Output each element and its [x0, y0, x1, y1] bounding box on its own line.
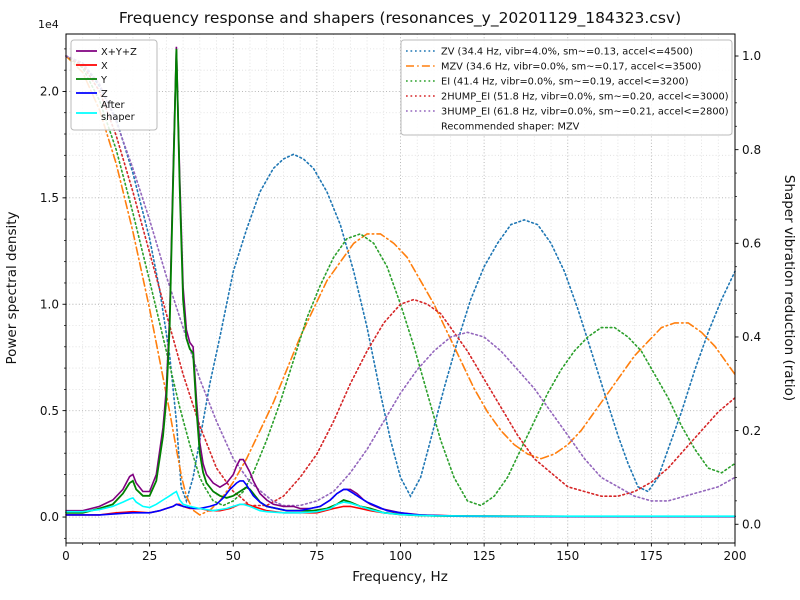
x-tick-label: 25 [142, 549, 157, 563]
legend-psd-label: After [101, 100, 125, 111]
left-y-axis-label: Power spectral density [4, 211, 20, 364]
x-tick-label: 75 [309, 549, 324, 563]
legend-shaper-label: ZV (34.4 Hz, vibr=4.0%, sm~=0.13, accel<… [441, 47, 693, 58]
legend-shapers-box [400, 39, 733, 136]
x-tick-label: 50 [226, 549, 241, 563]
left-y-tick-label: 1.5 [40, 191, 59, 205]
psd-curves [65, 46, 736, 518]
left-y-tick-label: 1.0 [40, 297, 59, 311]
right-y-tick-label: 1.0 [742, 49, 761, 63]
legend-psd-box [70, 39, 158, 131]
series-z [65, 480, 736, 518]
right-y-tick-label: 0.8 [742, 143, 761, 157]
recommended-shaper-note: Recommended shaper: MZV [441, 122, 580, 133]
legend-psd-label: shaper [101, 112, 136, 123]
legend-psd-label: X [101, 61, 108, 72]
series-3hump-ei [65, 55, 736, 507]
series-zv [65, 55, 736, 504]
legend-shapers: ZV (34.4 Hz, vibr=4.0%, sm~=0.13, accel<… [400, 39, 733, 136]
right-y-tick-label: 0.0 [742, 517, 761, 531]
right-y-tick-label: 0.6 [742, 237, 761, 251]
legend-psd-label: X+Y+Z [101, 47, 137, 58]
x-tick-label: 150 [556, 549, 579, 563]
x-tick-label: 0 [62, 549, 70, 563]
left-y-tick-label: 0.0 [40, 510, 59, 524]
x-tick-label: 125 [473, 549, 496, 563]
left-y-tick-label: 0.5 [40, 404, 59, 418]
right-y-axis-label: Shaper vibration reduction (ratio) [781, 175, 797, 401]
left-y-tick-label: 2.0 [40, 85, 59, 99]
legend-shaper-label: MZV (34.6 Hz, vibr=0.0%, sm~=0.17, accel… [441, 62, 701, 73]
shaper-curves [65, 55, 736, 516]
axes-ticks: 0 25 50 75 100 125 150 175 200 0.0 0.5 1.0 1.5 2.0 0.0… [40, 48, 761, 563]
legend-shaper-label: EI (41.4 Hz, vibr=0.0%, sm~=0.19, accel<… [441, 77, 689, 88]
series-2hump-ei [65, 55, 736, 507]
x-tick-label: 100 [389, 549, 412, 563]
x-tick-label: 200 [724, 549, 747, 563]
series-after-shaper [65, 490, 736, 518]
right-y-tick-label: 0.2 [742, 424, 761, 438]
x-tick-label: 175 [640, 549, 663, 563]
x-axis-label: Frequency, Hz [352, 569, 448, 585]
legend-shaper-label: 3HUMP_EI (61.8 Hz, vibr=0.0%, sm~=0.21, … [441, 107, 729, 118]
legend-psd-label: Y [100, 75, 107, 86]
legend-shaper-label: 2HUMP_EI (51.8 Hz, vibr=0.0%, sm~=0.20, … [441, 92, 729, 103]
legend-psd-label: Z [101, 89, 108, 100]
series-mzv [65, 55, 736, 516]
chart-title: Frequency response and shapers (resonanc… [119, 9, 681, 28]
axis-offset-label: 1e4 [38, 18, 59, 31]
right-y-tick-label: 0.4 [742, 330, 761, 344]
